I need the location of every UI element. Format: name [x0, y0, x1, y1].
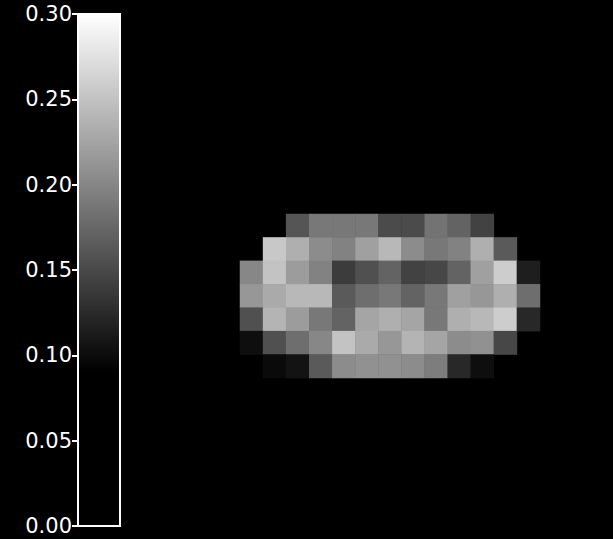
- svg-text:0.30: 0.30: [25, 2, 72, 26]
- svg-text:0.00: 0.00: [25, 514, 72, 538]
- svg-text:0.20: 0.20: [25, 173, 72, 197]
- svg-text:0.10: 0.10: [25, 343, 72, 367]
- svg-text:0.15: 0.15: [25, 258, 72, 282]
- svg-text:0.25: 0.25: [25, 87, 72, 111]
- svg-text:0.05: 0.05: [25, 429, 72, 453]
